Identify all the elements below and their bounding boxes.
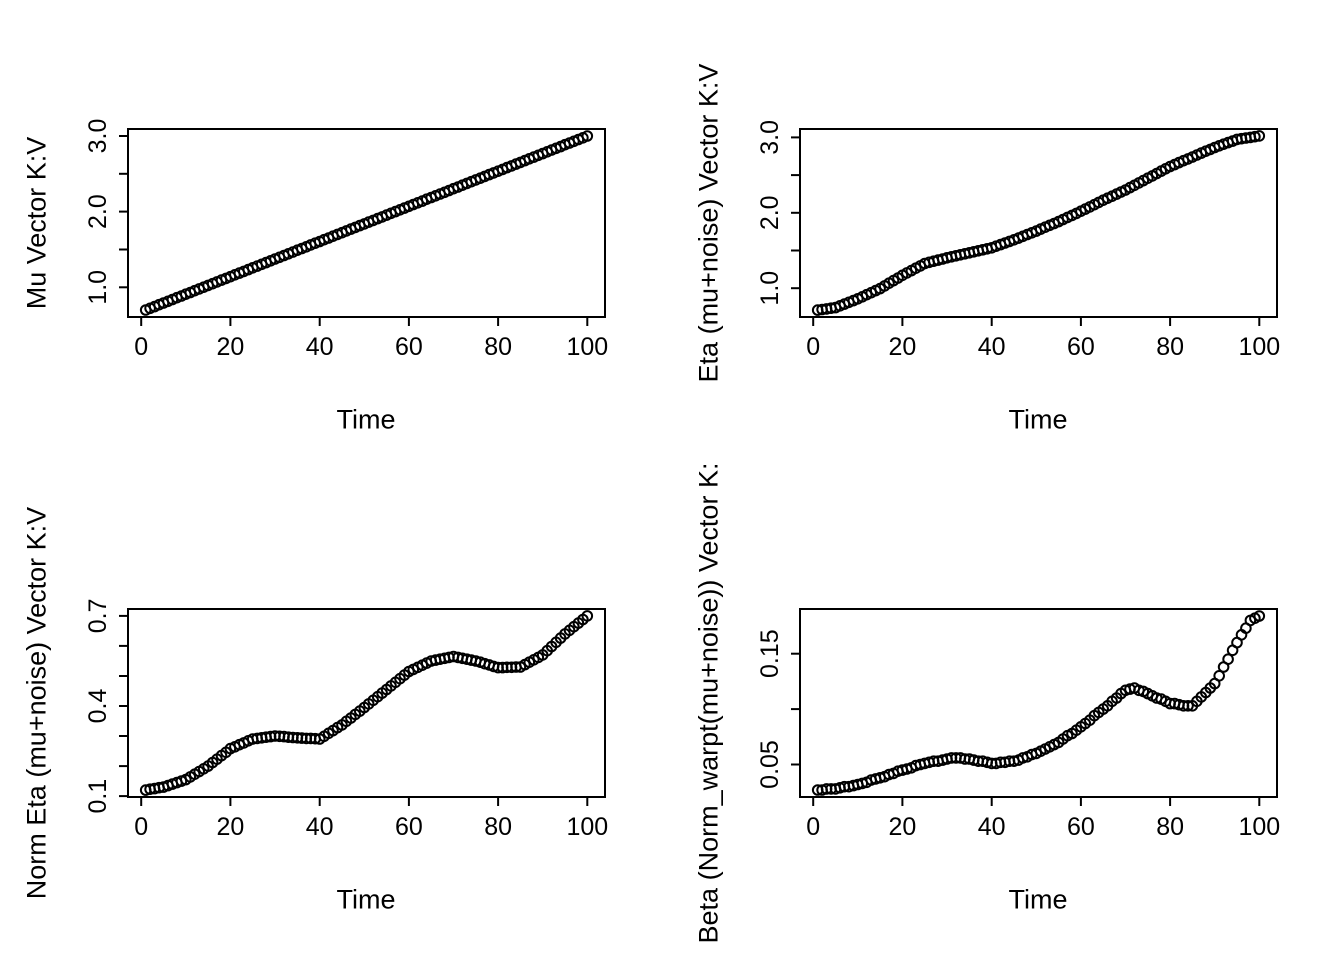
x-tick-label: 60 bbox=[395, 813, 423, 841]
y-axis-title: Eta (mu+noise) Vector K:V bbox=[693, 63, 724, 383]
x-tick-label: 0 bbox=[134, 813, 148, 841]
y-tick-label: 3.0 bbox=[84, 119, 112, 154]
data-point bbox=[1253, 130, 1266, 142]
x-tick-label: 80 bbox=[1156, 813, 1184, 841]
y-axis-title: Beta (Norm_warpt(mu+noise)) Vector K: bbox=[693, 462, 724, 944]
y-axis-title: Norm Eta (mu+noise) Vector K:V bbox=[21, 506, 52, 900]
norm-eta-plot-canvas: 0 20 40 60 80 100 0.1 0.4 0.7 bbox=[84, 599, 608, 841]
data-point bbox=[581, 610, 594, 622]
x-tick-label: 0 bbox=[134, 333, 148, 361]
x-tick-label: 40 bbox=[978, 813, 1006, 841]
plot-box bbox=[127, 128, 606, 318]
plot-box bbox=[799, 608, 1278, 798]
mu-plot-canvas: 0 20 40 60 80 100 1.0 2.0 3.0 bbox=[84, 119, 608, 361]
x-tick-label: 20 bbox=[216, 813, 244, 841]
y-tick-label: 2.0 bbox=[84, 194, 112, 229]
x-tick-label: 100 bbox=[1238, 813, 1280, 841]
data-point bbox=[1182, 700, 1194, 712]
data-point bbox=[581, 130, 594, 142]
x-axis-title: Time bbox=[336, 884, 396, 915]
panel-norm-eta-vector: 0 20 40 60 80 100 0.1 0.4 0.7 Norm Eta (mu+noise… bbox=[0, 480, 672, 960]
data-point bbox=[1253, 610, 1266, 622]
x-tick-label: 100 bbox=[1238, 333, 1280, 361]
x-tick-label: 80 bbox=[484, 333, 512, 361]
x-tick-label: 100 bbox=[566, 333, 608, 361]
x-tick-label: 80 bbox=[484, 813, 512, 841]
data-point bbox=[1222, 653, 1234, 665]
y-tick-label: 3.0 bbox=[756, 120, 784, 155]
x-tick-label: 20 bbox=[888, 333, 916, 361]
y-tick-label: 2.0 bbox=[756, 195, 784, 230]
data-point bbox=[1249, 130, 1261, 143]
y-tick-label: 1.0 bbox=[756, 271, 784, 306]
x-tick-label: 60 bbox=[1067, 813, 1095, 841]
x-tick-label: 60 bbox=[395, 333, 423, 361]
x-tick-label: 20 bbox=[888, 813, 916, 841]
eta-plot-canvas: 0 20 40 60 80 100 1.0 2.0 3.0 bbox=[756, 120, 1280, 361]
y-tick-label: 0.15 bbox=[756, 629, 784, 678]
y-tick-label: 0.05 bbox=[756, 740, 784, 789]
x-tick-label: 0 bbox=[806, 813, 820, 841]
x-axis-title: Time bbox=[1008, 884, 1068, 915]
beta-plot-canvas: 0 20 40 60 80 100 0.05 0.15 bbox=[756, 608, 1280, 841]
plot-box bbox=[127, 608, 606, 798]
x-tick-label: 40 bbox=[306, 813, 334, 841]
plot-box bbox=[799, 128, 1278, 318]
y-axis-title: Mu Vector K:V bbox=[21, 136, 52, 310]
y-tick-label: 0.7 bbox=[84, 599, 112, 634]
x-tick-label: 100 bbox=[566, 813, 608, 841]
x-tick-label: 20 bbox=[216, 333, 244, 361]
x-tick-label: 80 bbox=[1156, 333, 1184, 361]
panel-beta-vector: 0 20 40 60 80 100 0.05 0.15 Beta (Norm_warpt(mu… bbox=[672, 463, 1344, 960]
y-tick-label: 1.0 bbox=[84, 270, 112, 305]
panel-eta-vector: 0 20 40 60 80 100 1.0 2.0 3.0 Eta (mu+noise) Vec… bbox=[672, 0, 1344, 480]
y-tick-label: 0.1 bbox=[84, 779, 112, 814]
y-tick-label: 0.4 bbox=[84, 689, 112, 724]
x-tick-label: 60 bbox=[1067, 333, 1095, 361]
data-point bbox=[1213, 670, 1226, 682]
panel-mu-vector: 0 20 40 60 80 100 1.0 2.0 3.0 Mu Vector K:V Time bbox=[0, 0, 672, 480]
x-tick-label: 0 bbox=[806, 333, 820, 361]
x-axis-title: Time bbox=[1008, 404, 1068, 435]
x-axis-title: Time bbox=[336, 404, 396, 435]
x-tick-label: 40 bbox=[306, 333, 334, 361]
x-tick-label: 40 bbox=[978, 333, 1006, 361]
